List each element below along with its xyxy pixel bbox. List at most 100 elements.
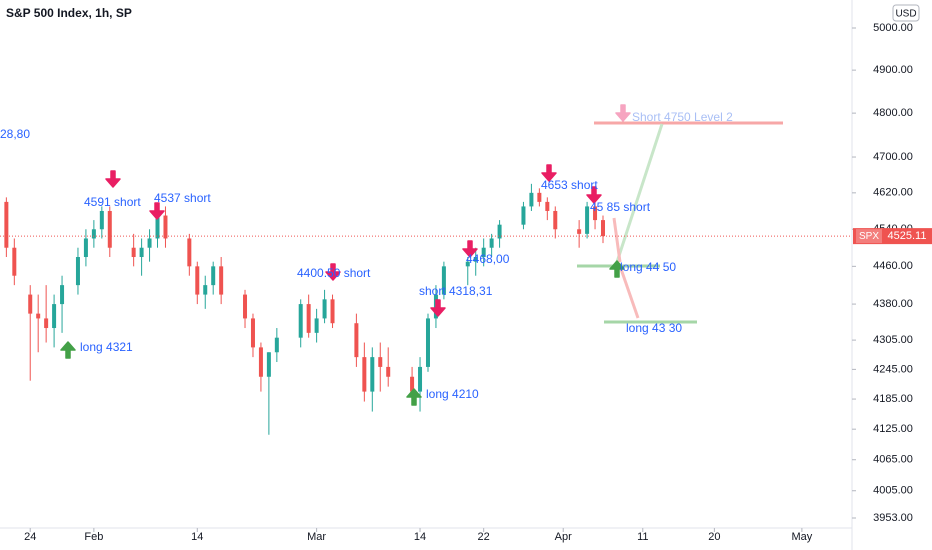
candle-body — [147, 238, 152, 248]
currency-badge — [892, 4, 920, 22]
candle-body — [187, 238, 192, 267]
candle-body — [425, 318, 430, 367]
candle-body — [211, 266, 216, 286]
candle-body — [306, 304, 311, 333]
candle-body — [521, 206, 526, 225]
annotation: 28,80 — [0, 127, 30, 141]
candle-body — [601, 220, 606, 237]
buy-arrow — [609, 260, 625, 278]
sell-arrow — [149, 202, 165, 220]
x-tick-label: 24 — [24, 531, 36, 543]
candle-body — [219, 266, 224, 295]
candle-body — [250, 318, 255, 348]
x-tick-label: Feb — [84, 531, 103, 543]
sell-arrow — [462, 240, 478, 258]
sell-arrow — [325, 263, 341, 281]
candle-body — [330, 299, 335, 324]
candle-body — [370, 357, 375, 392]
candle-body — [258, 347, 263, 377]
candle-body — [12, 247, 17, 276]
x-tick-label: Apr — [555, 531, 572, 543]
y-tick-label: 4185.00 — [873, 393, 913, 405]
candle-body — [107, 210, 112, 248]
annotation: long 44 50 — [620, 260, 676, 274]
candle-body — [163, 215, 168, 239]
candle-body — [243, 294, 248, 319]
sell-arrow — [430, 299, 446, 317]
candle-body — [83, 238, 88, 258]
y-tick-label: 3953.00 — [873, 512, 913, 524]
candle-body — [52, 304, 57, 329]
annotation: 4400.50 short — [297, 266, 371, 280]
candle-body — [4, 201, 9, 248]
y-tick-label: 4800.00 — [873, 107, 913, 119]
y-tick-label: 4125.00 — [873, 423, 913, 435]
annotation: 4537 short — [154, 191, 211, 205]
projection — [615, 123, 664, 263]
candle-body — [203, 285, 208, 295]
candle-body — [473, 257, 478, 262]
candle-body — [75, 257, 80, 286]
symbol-box — [856, 229, 882, 244]
candle-body — [418, 366, 423, 392]
candle-body — [489, 238, 494, 248]
y-tick-label: 4620.00 — [873, 187, 913, 199]
y-tick-label: 4380.00 — [873, 298, 913, 310]
candle-body — [274, 337, 279, 353]
annotation: long 43 30 — [626, 321, 682, 335]
x-tick-label: 22 — [478, 531, 490, 543]
y-tick-label: 4065.00 — [873, 454, 913, 466]
projection — [612, 217, 622, 263]
annotation: 4591 short — [84, 195, 141, 209]
buy-arrow — [60, 341, 76, 359]
candle-body — [60, 285, 65, 305]
y-tick-label: 5000.00 — [873, 22, 913, 34]
candle-body — [593, 206, 598, 221]
candle-body — [266, 352, 271, 377]
candle-body — [545, 201, 550, 211]
annotation: Short 4750 Level 2 — [632, 110, 733, 124]
x-tick-label: 11 — [637, 531, 648, 543]
currency: USD — [895, 9, 916, 20]
candle-body — [131, 247, 136, 258]
sell-arrow — [105, 170, 121, 188]
projection — [618, 265, 640, 319]
annotation: short 4318,31 — [419, 284, 493, 298]
annotation: long 4321 — [80, 340, 133, 354]
annotation: 45 85 short — [590, 200, 651, 214]
candle-body — [378, 357, 383, 367]
y-tick-label: 4245.00 — [873, 363, 913, 375]
x-tick-label: 14 — [191, 531, 203, 543]
y-tick-label: 4305.00 — [873, 334, 913, 346]
symbol: SPX — [859, 231, 879, 242]
candle-body — [28, 294, 33, 314]
last-price: 4525.11 — [888, 230, 927, 242]
candle-body — [441, 266, 446, 295]
candle-body — [314, 318, 319, 333]
candle-body — [481, 247, 486, 258]
candle-body — [155, 215, 160, 239]
candle-body — [139, 247, 144, 258]
candle-body — [585, 206, 590, 234]
x-tick-label: 14 — [414, 531, 426, 543]
annotation: 4468,00 — [466, 252, 510, 266]
candle-body — [529, 192, 534, 207]
y-tick-label: 4700.00 — [873, 151, 913, 163]
candle-body — [497, 224, 502, 239]
x-tick-label: May — [791, 531, 812, 543]
buy-arrow — [406, 388, 422, 406]
sell-arrow — [615, 104, 631, 122]
candle-body — [537, 192, 542, 202]
sell-arrow — [541, 164, 557, 182]
candle-body — [386, 366, 391, 377]
candle-body — [36, 313, 41, 319]
y-tick-label: 4460.00 — [873, 260, 913, 272]
x-tick-label: 20 — [708, 531, 720, 543]
candle-body — [99, 210, 104, 230]
candle-body — [410, 376, 415, 392]
candle-body — [354, 323, 359, 358]
annotation: long 4210 — [426, 387, 479, 401]
candle-body — [44, 318, 49, 329]
